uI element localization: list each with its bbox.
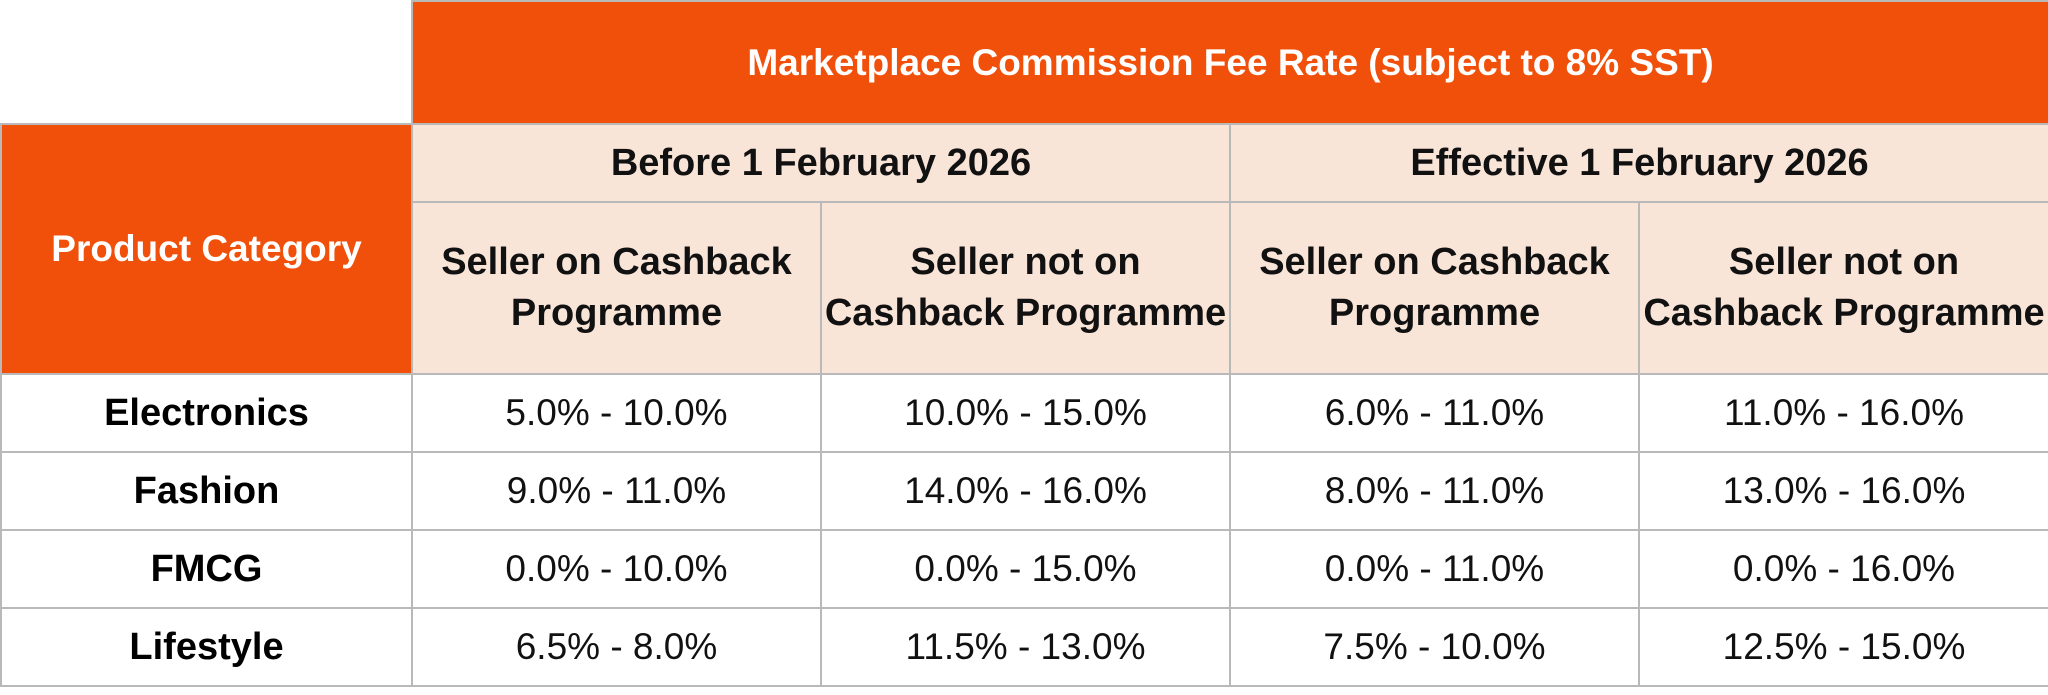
table-title: Marketplace Commission Fee Rate (subject… — [411, 0, 2048, 125]
row-category-lifestyle: Lifestyle — [0, 607, 413, 687]
table-cell: 0.0% - 15.0% — [820, 529, 1231, 609]
table-cell: 6.5% - 8.0% — [411, 607, 822, 687]
table-cell: 12.5% - 15.0% — [1638, 607, 2048, 687]
table-cell: 0.0% - 11.0% — [1229, 529, 1640, 609]
product-category-header: Product Category — [0, 123, 413, 375]
table-row: Lifestyle 6.5% - 8.0% 11.5% - 13.0% 7.5%… — [0, 607, 2048, 687]
column-header-before-on-cashback: Seller on Cashback Programme — [411, 201, 822, 375]
period-header-effective: Effective 1 February 2026 — [1229, 123, 2048, 203]
table-cell: 10.0% - 15.0% — [820, 373, 1231, 453]
table-cell: 0.0% - 16.0% — [1638, 529, 2048, 609]
table-cell: 7.5% - 10.0% — [1229, 607, 1640, 687]
period-header-before: Before 1 February 2026 — [411, 123, 1231, 203]
table-cell: 5.0% - 10.0% — [411, 373, 822, 453]
table-row: Fashion 9.0% - 11.0% 14.0% - 16.0% 8.0% … — [0, 451, 2048, 531]
table-cell: 14.0% - 16.0% — [820, 451, 1231, 531]
table-title-row: Marketplace Commission Fee Rate (subject… — [1, 0, 2048, 125]
table-cell: 0.0% - 10.0% — [411, 529, 822, 609]
seller-type-header-row: Seller on Cashback Programme Seller not … — [1, 201, 2048, 375]
corner-spacer — [1, 1, 412, 124]
period-header-row: Product Category Before 1 February 2026 … — [0, 123, 2048, 375]
row-category-fashion: Fashion — [0, 451, 413, 531]
column-header-before-not-on-cashback: Seller not on Cashback Programme — [820, 201, 1231, 375]
table-cell: 9.0% - 11.0% — [411, 451, 822, 531]
row-category-electronics: Electronics — [0, 373, 413, 453]
table-cell: 13.0% - 16.0% — [1638, 451, 2048, 531]
row-category-fmcg: FMCG — [0, 529, 413, 609]
table-cell: 11.0% - 16.0% — [1638, 373, 2048, 453]
table-row: FMCG 0.0% - 10.0% 0.0% - 15.0% 0.0% - 11… — [0, 529, 2048, 609]
column-header-effective-not-on-cashback: Seller not on Cashback Programme — [1638, 201, 2048, 375]
table-cell: 11.5% - 13.0% — [820, 607, 1231, 687]
table-cell: 8.0% - 11.0% — [1229, 451, 1640, 531]
table-row: Electronics 5.0% - 10.0% 10.0% - 15.0% 6… — [0, 373, 2048, 453]
table-cell: 6.0% - 11.0% — [1229, 373, 1640, 453]
column-header-effective-on-cashback: Seller on Cashback Programme — [1229, 201, 1640, 375]
